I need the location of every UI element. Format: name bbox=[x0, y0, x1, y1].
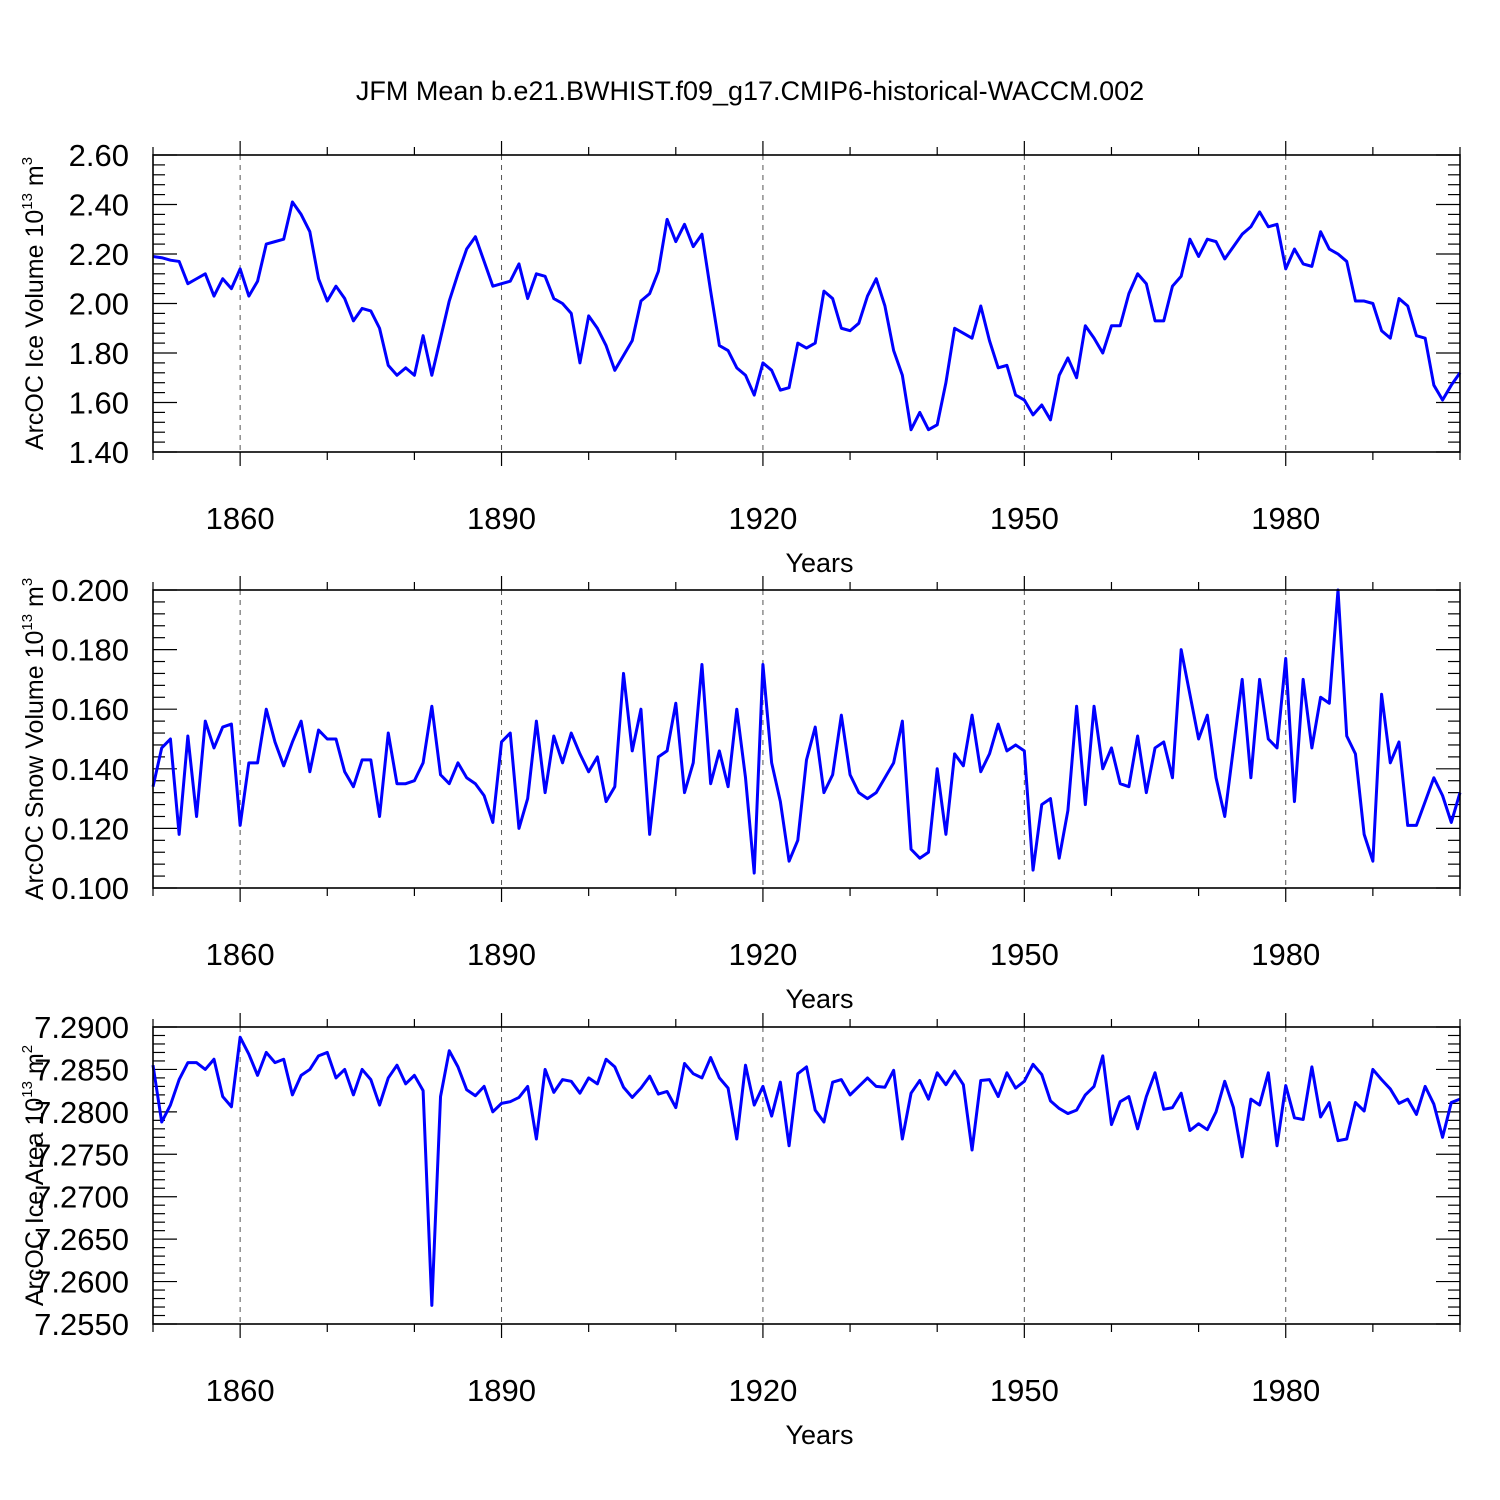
y-tick-label: 7.2800 bbox=[34, 1095, 129, 1130]
plot-frame bbox=[152, 589, 1461, 889]
y-tick-label: 2.20 bbox=[69, 237, 129, 272]
y-tick-label: 2.60 bbox=[69, 138, 129, 173]
y-axis-label-exponent: 13 bbox=[19, 193, 36, 210]
y-axis-label-unit-exponent: 2 bbox=[19, 1045, 36, 1053]
y-axis-label-exponent: 13 bbox=[19, 614, 36, 631]
y-axis-label: ArcOC Ice Area 1013 m2 bbox=[19, 1045, 49, 1306]
x-tick-label: 1950 bbox=[990, 1373, 1059, 1408]
y-tick-label: 7.2750 bbox=[34, 1137, 129, 1172]
y-axis-label: ArcOC Ice Volume 1013 m3 bbox=[19, 157, 49, 450]
panel-ice-area: 7.2550 7.2600 7.2650 7.2700 7.2750 7.2800 7.28… bbox=[19, 1010, 1461, 1450]
x-tick-label: 1890 bbox=[467, 1373, 536, 1408]
x-tick-label: 1950 bbox=[990, 937, 1059, 972]
series-line-ice-area bbox=[151, 1035, 1461, 1307]
x-tick-label: 1980 bbox=[1251, 501, 1320, 536]
y-axis-label-unit-exponent: 3 bbox=[19, 578, 36, 586]
x-tick-label: 1860 bbox=[206, 501, 275, 536]
x-tick-label: 1920 bbox=[728, 501, 797, 536]
y-tick-label: 0.100 bbox=[51, 871, 129, 906]
y-axis-label-main: ArcOC Ice Area 10 bbox=[21, 1098, 49, 1306]
x-tick-label: 1920 bbox=[728, 937, 797, 972]
y-tick-label: 0.140 bbox=[51, 752, 129, 787]
panel-snow-volume: 0.100 0.120 0.140 0.160 0.180 0.200 1860 1890 19… bbox=[19, 573, 1462, 1014]
y-axis-label-main: ArcOC Snow Volume 10 bbox=[21, 631, 49, 901]
y-axis-label-unit: m bbox=[21, 165, 49, 193]
x-axis-label: Years bbox=[785, 548, 853, 578]
y-tick-label: 1.60 bbox=[69, 386, 129, 421]
x-axis-label: Years bbox=[785, 984, 853, 1014]
x-tick-label: 1860 bbox=[206, 1373, 275, 1408]
y-tick-label: 1.40 bbox=[69, 435, 129, 470]
series-line-snow-volume bbox=[151, 588, 1462, 875]
series-line-ice-volume bbox=[152, 200, 1462, 432]
panel-ice-volume: 1.40 1.60 1.80 2.00 2.20 2.40 2.60 1860 1890 1920… bbox=[19, 138, 1462, 578]
y-tick-label: 7.2900 bbox=[34, 1010, 129, 1045]
x-tick-label: 1980 bbox=[1251, 937, 1320, 972]
plot-frame bbox=[152, 1026, 1461, 1325]
y-tick-label: 2.00 bbox=[69, 287, 129, 322]
panels: 1.40 1.60 1.80 2.00 2.20 2.40 2.60 1860 1890 1920… bbox=[19, 138, 1462, 1450]
y-tick-label: 7.2600 bbox=[34, 1265, 129, 1300]
x-tick-label: 1860 bbox=[206, 937, 275, 972]
plot-frame bbox=[152, 154, 1461, 453]
x-tick-label: 1980 bbox=[1251, 1373, 1320, 1408]
y-tick-label: 7.2850 bbox=[34, 1052, 129, 1087]
y-tick-label: 0.180 bbox=[51, 633, 129, 668]
y-tick-label: 0.160 bbox=[51, 692, 129, 727]
y-axis-label-unit: m bbox=[21, 586, 49, 614]
y-tick-label: 7.2700 bbox=[34, 1180, 129, 1215]
y-axis-label-unit-exponent: 3 bbox=[19, 157, 36, 165]
y-tick-label: 2.40 bbox=[69, 188, 129, 223]
y-tick-label: 0.200 bbox=[51, 573, 129, 608]
y-axis-label-exponent: 13 bbox=[19, 1081, 36, 1098]
y-tick-label: 7.2650 bbox=[34, 1222, 129, 1257]
x-tick-label: 1950 bbox=[990, 501, 1059, 536]
y-axis-label-main: ArcOC Ice Volume 10 bbox=[21, 210, 49, 450]
y-axis-label-unit: m bbox=[21, 1053, 49, 1081]
x-axis-label: Years bbox=[785, 1420, 853, 1450]
y-tick-label: 0.120 bbox=[51, 811, 129, 846]
x-tick-label: 1920 bbox=[728, 1373, 797, 1408]
x-tick-label: 1890 bbox=[467, 937, 536, 972]
figure-title: JFM Mean b.e21.BWHIST.f09_g17.CMIP6-hist… bbox=[356, 76, 1144, 106]
y-axis-label: ArcOC Snow Volume 1013 m3 bbox=[19, 578, 49, 900]
x-tick-label: 1890 bbox=[467, 501, 536, 536]
y-tick-label: 1.80 bbox=[69, 336, 129, 371]
y-tick-label: 7.2550 bbox=[34, 1307, 129, 1342]
